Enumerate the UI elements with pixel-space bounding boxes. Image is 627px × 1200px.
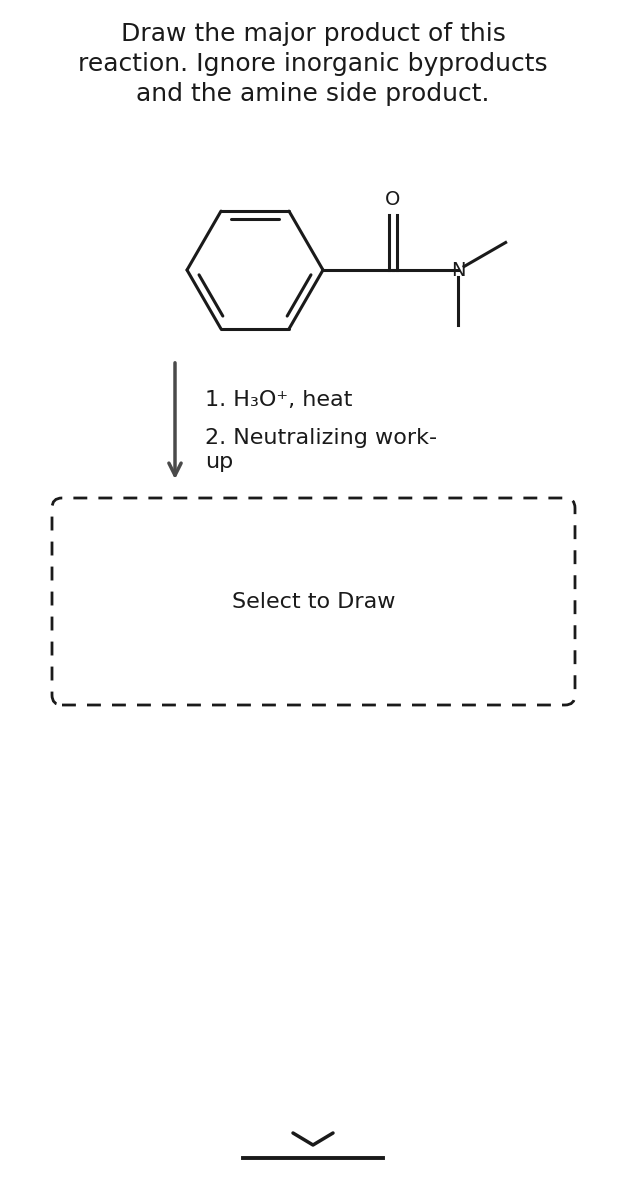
Text: O: O <box>386 190 401 209</box>
Text: reaction. Ignore inorganic byproducts: reaction. Ignore inorganic byproducts <box>78 52 548 76</box>
Text: Draw the major product of this: Draw the major product of this <box>120 22 505 46</box>
Text: Select to Draw: Select to Draw <box>232 592 395 612</box>
Text: 1. H₃O⁺, heat: 1. H₃O⁺, heat <box>205 390 352 410</box>
Text: 2. Neutralizing work-: 2. Neutralizing work- <box>205 428 437 448</box>
Text: up: up <box>205 452 233 472</box>
Text: and the amine side product.: and the amine side product. <box>136 82 490 106</box>
Text: N: N <box>451 260 465 280</box>
